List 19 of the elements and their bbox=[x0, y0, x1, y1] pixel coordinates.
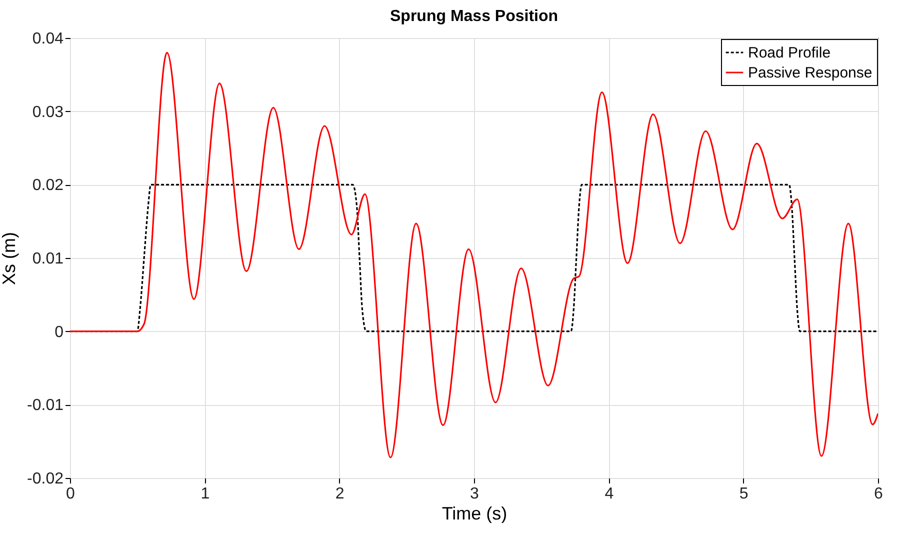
y-axis-title: Xs (m) bbox=[0, 232, 20, 285]
x-tick-label: 3 bbox=[470, 486, 480, 502]
y-tick-label: 0.01 bbox=[32, 250, 64, 268]
y-tick-label: -0.02 bbox=[27, 470, 64, 488]
y-tick-label: 0.02 bbox=[32, 177, 64, 194]
x-tick-label: 4 bbox=[604, 486, 614, 502]
y-tick-label: 0.04 bbox=[32, 30, 64, 48]
x-tick-label: 0 bbox=[66, 486, 76, 502]
x-axis-title: Time (s) bbox=[442, 504, 508, 524]
x-tick-label: 6 bbox=[874, 486, 884, 502]
x-tick-label: 1 bbox=[200, 486, 210, 502]
x-tick-label: 2 bbox=[335, 486, 344, 502]
chart-title: Sprung Mass Position bbox=[390, 8, 558, 25]
legend-label: Road Profile bbox=[748, 44, 831, 62]
y-tick-label: -0.01 bbox=[27, 397, 64, 414]
y-tick-label: 0 bbox=[54, 324, 64, 341]
legend-label: Passive Response bbox=[748, 64, 872, 82]
x-tick-label: 5 bbox=[739, 486, 748, 502]
y-tick-label: 0.03 bbox=[32, 104, 64, 121]
